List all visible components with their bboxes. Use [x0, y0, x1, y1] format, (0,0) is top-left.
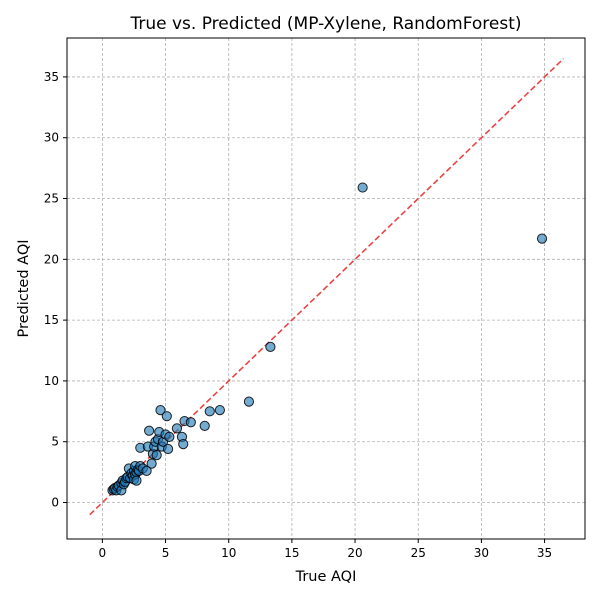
- x-tick-label: 30: [474, 546, 489, 560]
- y-tick-label: 25: [44, 192, 59, 206]
- data-point: [357, 182, 368, 193]
- y-tick-label: 0: [51, 496, 59, 510]
- x-tick-label: 0: [99, 546, 107, 560]
- data-point: [162, 443, 174, 455]
- y-tick-label: 30: [44, 131, 59, 145]
- y-tick-label: 15: [44, 313, 59, 327]
- data-point: [146, 458, 157, 469]
- x-tick-label: 25: [411, 546, 426, 560]
- data-point: [178, 439, 189, 450]
- data-point: [185, 417, 196, 428]
- data-point: [144, 425, 155, 436]
- y-tick-label: 10: [44, 374, 59, 388]
- data-point: [155, 405, 166, 416]
- y-axis-ticks: 0 5 10 15 20 25 30 35: [44, 70, 67, 510]
- x-tick-label: 20: [347, 546, 362, 560]
- y-tick-label: 20: [44, 252, 59, 266]
- x-tick-label: 15: [284, 546, 299, 560]
- chart-title: True vs. Predicted (MP-Xylene, RandomFor…: [129, 14, 521, 34]
- data-point: [199, 420, 210, 432]
- x-tick-label: 10: [221, 546, 236, 560]
- x-axis-ticks: 0 5 10 15 20 25 30 35: [99, 539, 552, 560]
- data-point: [141, 465, 152, 477]
- data-point: [265, 341, 276, 352]
- data-point: [214, 405, 225, 416]
- data-point: [243, 396, 255, 407]
- x-axis-label: True AQI: [295, 569, 357, 585]
- data-point: [151, 449, 162, 461]
- data-points: [107, 182, 548, 496]
- data-point: [171, 423, 183, 434]
- x-tick-label: 35: [537, 546, 552, 560]
- data-point: [204, 406, 215, 417]
- y-tick-label: 5: [51, 435, 59, 449]
- y-tick-label: 35: [44, 70, 59, 84]
- data-point: [164, 431, 175, 442]
- x-tick-label: 5: [162, 546, 170, 560]
- y-axis-label: Predicted AQI: [16, 239, 32, 337]
- data-point: [161, 411, 172, 422]
- data-point: [536, 233, 548, 244]
- data-point: [131, 475, 142, 486]
- plot-area-frame: [66, 37, 586, 540]
